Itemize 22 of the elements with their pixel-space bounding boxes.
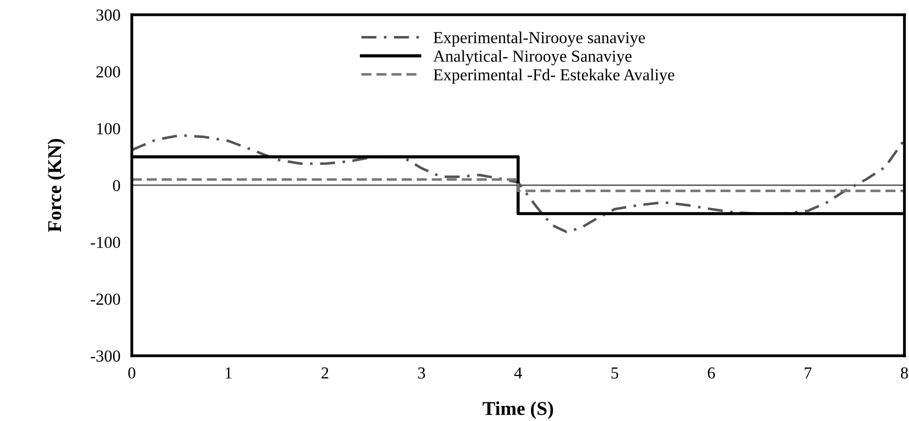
y-tick-label: -100 [90,236,120,248]
y-axis-title: Force (KN) [48,139,66,232]
legend-label: Experimental-Nirooye sanaviye [434,32,645,47]
x-axis-title: Time (S) [482,401,554,420]
x-tick-label: 7 [804,368,812,378]
y-tick-label: -300 [90,350,120,362]
legend-label: Experimental -Fd- Estekake Avaliye [434,68,674,84]
y-tick-label: 300 [96,9,120,21]
y-tick-label: 200 [96,66,120,78]
line-series [132,134,904,234]
x-tick-label: 3 [418,367,426,379]
x-tick-label: 5 [612,368,618,379]
x-tick-label: 1 [226,367,232,378]
x-tick-label: 8 [900,367,908,379]
x-tick-label: 6 [708,367,715,379]
y-tick-label: -200 [90,294,120,305]
x-tick-label: 0 [128,367,136,379]
x-tick-label: 4 [514,367,522,378]
x-tick-label: 2 [322,367,328,378]
y-tick-label: 0 [112,180,120,192]
y-tick-label: 100 [97,123,120,134]
legend-label: Analytical- Nirooye Sanaviye [433,50,632,66]
